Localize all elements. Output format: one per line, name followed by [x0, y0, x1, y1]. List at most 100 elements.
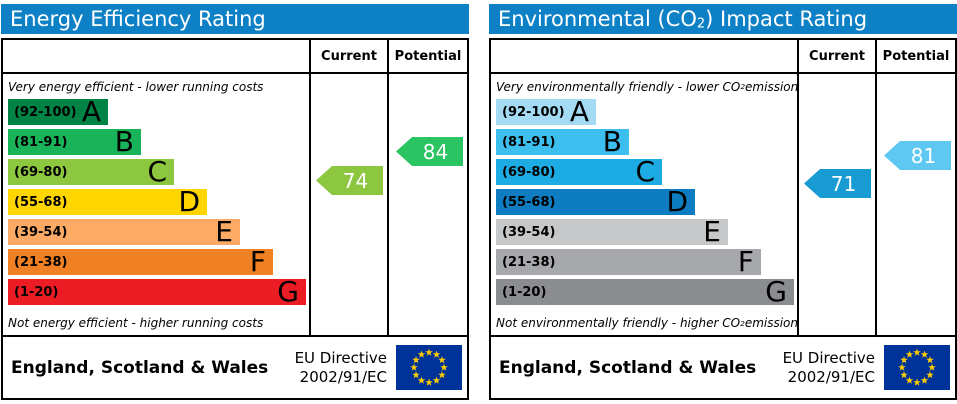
band-range-label: (92-100)	[502, 104, 565, 120]
title-text: ) Impact Rating	[705, 7, 868, 31]
band-d: (55-68) D	[496, 185, 695, 218]
current-column-header: Current	[797, 40, 875, 72]
band-letter: E	[703, 215, 721, 248]
caption-top: Very environmentally friendly - lower CO…	[491, 74, 797, 99]
bands: (92-100) A (81-91) B (69-80) C (55-68) D (39-54)…	[3, 95, 309, 309]
chart-body: Very energy efficient - lower running co…	[3, 74, 467, 335]
band-b: (81-91) B	[496, 125, 629, 158]
eu-flag-icon	[884, 345, 950, 390]
caption-subscript: 2	[740, 318, 745, 328]
band-f: (21-38) F	[496, 245, 761, 278]
band-row: (39-54) E	[3, 215, 309, 249]
band-letter: A	[81, 95, 101, 128]
band-range-label: (21-38)	[14, 254, 68, 270]
footer-row: England, Scotland & Wales EU Directive 2…	[3, 335, 467, 398]
caption-text: Very energy efficient - lower running co…	[8, 79, 264, 94]
band-letter: D	[178, 185, 200, 218]
co2-panel-title: Environmental (CO2) Impact Rating	[489, 4, 957, 34]
header-spacer	[3, 40, 309, 72]
band-row: (1-20) G	[3, 275, 309, 309]
column-header-row: Current Potential	[491, 40, 955, 74]
band-letter: C	[147, 155, 167, 188]
band-d: (55-68) D	[8, 185, 207, 218]
caption-bottom: Not energy efficient - higher running co…	[3, 309, 309, 335]
co2-impact-panel: Environmental (CO2) Impact Rating Curren…	[489, 4, 957, 400]
band-row: (1-20) G	[491, 275, 797, 309]
band-row: (39-54) E	[491, 215, 797, 249]
band-row: (21-38) F	[3, 245, 309, 279]
band-letter: G	[277, 275, 299, 308]
band-range-label: (21-38)	[502, 254, 556, 270]
potential-column-header: Potential	[875, 40, 955, 72]
caption-subscript: 2	[740, 82, 746, 91]
band-letter: B	[602, 125, 622, 158]
band-range-label: (39-54)	[502, 224, 556, 240]
caption-text: emissions	[745, 79, 797, 94]
header-spacer	[491, 40, 797, 72]
band-range-label: (92-100)	[14, 104, 77, 120]
band-c: (69-80) C	[496, 155, 662, 188]
band-g: (1-20) G	[8, 275, 306, 308]
band-letter: F	[249, 245, 266, 278]
band-f: (21-38) F	[8, 245, 273, 278]
eu-directive-label: EU Directive 2002/91/EC	[295, 349, 387, 387]
band-range-label: (39-54)	[14, 224, 68, 240]
eu-directive-line2: 2002/91/EC	[787, 367, 875, 386]
band-range-label: (69-80)	[502, 164, 556, 180]
caption-text: Not environmentally friendly - higher CO	[496, 316, 741, 330]
band-e: (39-54) E	[496, 215, 728, 248]
footer-row: England, Scotland & Wales EU Directive 2…	[491, 335, 955, 398]
potential-column: 81	[875, 74, 955, 335]
potential-column-header: Potential	[387, 40, 467, 72]
title-text: Energy Efficiency Rating	[10, 7, 266, 31]
band-range-label: (55-68)	[502, 194, 556, 210]
eu-flag-icon	[396, 345, 462, 390]
co2-rating-table: Current Potential Very environmentally f…	[489, 38, 957, 400]
band-e: (39-54) E	[8, 215, 240, 248]
potential-rating-arrow: 84	[396, 137, 463, 166]
energy-efficiency-panel: Energy Efficiency Rating Current Potenti…	[1, 4, 469, 400]
column-header-row: Current Potential	[3, 40, 467, 74]
title-text: Environmental (CO	[498, 7, 697, 31]
band-range-label: (1-20)	[14, 284, 59, 300]
eu-directive-line2: 2002/91/EC	[299, 367, 387, 386]
potential-column: 84	[387, 74, 467, 335]
current-column: 74	[309, 74, 387, 335]
chart-body: Very environmentally friendly - lower CO…	[491, 74, 955, 335]
caption-bottom: Not environmentally friendly - higher CO…	[491, 309, 797, 335]
band-row: (69-80) C	[3, 155, 309, 189]
band-letter: B	[114, 125, 134, 158]
band-row: (92-100) A	[3, 95, 309, 129]
energy-panel-title: Energy Efficiency Rating	[1, 4, 469, 34]
eu-directive-line1: EU Directive	[294, 348, 387, 367]
band-letter: A	[569, 95, 589, 128]
current-rating-arrow: 74	[316, 166, 383, 195]
caption-text: Very environmentally friendly - lower CO	[496, 79, 741, 94]
bands: (92-100) A (81-91) B (69-80) C (55-68) D (39-54)…	[491, 95, 797, 309]
caption-top: Very energy efficient - lower running co…	[3, 74, 309, 99]
caption-text: emissions	[744, 316, 797, 330]
band-row: (69-80) C	[491, 155, 797, 189]
band-range-label: (55-68)	[14, 194, 68, 210]
band-row: (55-68) D	[3, 185, 309, 219]
band-letter: G	[765, 275, 787, 308]
band-row: (92-100) A	[491, 95, 797, 129]
band-letter: C	[635, 155, 655, 188]
band-letter: F	[737, 245, 754, 278]
band-a: (92-100) A	[8, 95, 108, 128]
potential-rating-arrow: 81	[884, 141, 951, 170]
band-letter: E	[215, 215, 233, 248]
band-row: (81-91) B	[491, 125, 797, 159]
energy-rating-table: Current Potential Very energy efficient …	[1, 38, 469, 400]
region-label: England, Scotland & Wales	[499, 357, 757, 378]
chart-area: Very environmentally friendly - lower CO…	[491, 74, 797, 335]
chart-area: Very energy efficient - lower running co…	[3, 74, 309, 335]
band-range-label: (1-20)	[502, 284, 547, 300]
band-c: (69-80) C	[8, 155, 174, 188]
band-a: (92-100) A	[496, 95, 596, 128]
eu-directive-line1: EU Directive	[782, 348, 875, 367]
caption-text: Not energy efficient - higher running co…	[8, 316, 264, 330]
band-row: (21-38) F	[491, 245, 797, 279]
band-letter: D	[666, 185, 688, 218]
